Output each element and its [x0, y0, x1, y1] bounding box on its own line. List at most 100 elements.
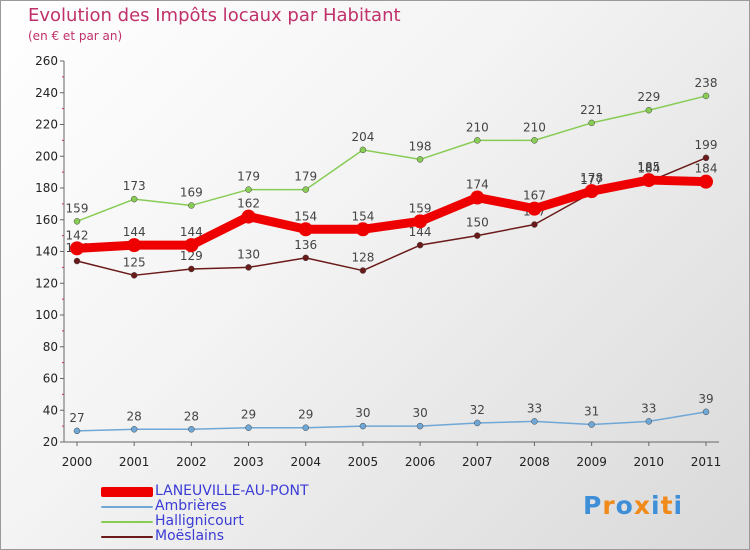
data-point — [527, 201, 542, 216]
data-label: 167 — [523, 189, 546, 203]
data-label: 162 — [237, 197, 260, 211]
data-point — [645, 106, 653, 114]
x-tick-label: 2005 — [348, 455, 379, 469]
data-point — [531, 221, 538, 228]
data-point — [130, 272, 138, 279]
data-point — [584, 184, 599, 199]
logo-letter: o — [615, 491, 634, 520]
data-point — [73, 218, 81, 225]
data-label: 238 — [695, 76, 718, 90]
data-point — [359, 146, 367, 154]
data-label: 144 — [409, 225, 432, 239]
y-tick-label: 20 — [43, 435, 58, 449]
data-point — [245, 186, 252, 193]
data-point — [73, 257, 81, 265]
data-point — [302, 186, 309, 193]
data-label: 177 — [580, 173, 603, 187]
data-point — [474, 419, 481, 427]
data-label: 210 — [523, 120, 546, 134]
y-tick-label: 140 — [35, 245, 58, 259]
data-label: 210 — [466, 120, 489, 134]
data-label: 144 — [180, 225, 203, 239]
legend-swatch — [101, 506, 153, 508]
logo-letter: P — [583, 491, 603, 520]
data-label: 125 — [123, 255, 146, 269]
data-label: 198 — [409, 139, 432, 153]
data-point — [474, 137, 481, 144]
data-label: 27 — [69, 411, 84, 425]
x-tick-label: 2009 — [576, 455, 607, 469]
data-point — [245, 264, 252, 271]
data-point — [245, 424, 252, 431]
data-label: 29 — [298, 408, 313, 422]
data-label: 142 — [66, 228, 89, 242]
logo-letter: i — [651, 491, 661, 520]
x-tick-label: 2004 — [290, 455, 321, 469]
data-point — [302, 254, 309, 262]
data-label: 28 — [127, 409, 142, 423]
y-tick-label: 100 — [35, 308, 58, 322]
data-point — [416, 241, 424, 249]
x-tick-label: 2007 — [462, 455, 493, 469]
logo-letter: x — [633, 491, 651, 520]
data-label: 129 — [180, 249, 203, 263]
data-label: 136 — [294, 238, 317, 252]
data-label: 31 — [584, 405, 599, 419]
data-point — [645, 418, 653, 425]
data-label: 229 — [637, 90, 660, 104]
data-point — [130, 426, 138, 433]
data-label: 174 — [466, 178, 489, 192]
x-tick-label: 2008 — [519, 455, 550, 469]
data-label: 199 — [695, 138, 718, 152]
data-label: 30 — [355, 406, 370, 420]
legend-label: Moëslains — [155, 528, 225, 544]
data-label: 185 — [637, 160, 660, 174]
y-tick-label: 40 — [43, 403, 58, 417]
legend-swatch — [101, 521, 153, 523]
x-tick-label: 2001 — [119, 455, 150, 469]
x-tick-label: 2006 — [405, 455, 436, 469]
series-line — [76, 157, 707, 277]
data-point — [355, 222, 370, 237]
y-tick-label: 260 — [35, 54, 58, 68]
data-point — [188, 202, 195, 209]
data-point — [474, 232, 481, 239]
data-label: 28 — [184, 409, 199, 423]
data-label: 154 — [294, 209, 317, 223]
data-point — [130, 195, 138, 203]
data-point — [188, 265, 195, 273]
data-point — [359, 267, 367, 274]
y-tick-label: 80 — [43, 340, 58, 354]
data-label: 30 — [412, 406, 427, 420]
data-point — [470, 190, 485, 205]
data-label: 184 — [637, 162, 660, 176]
data-label: 33 — [641, 401, 656, 415]
data-label: 159 — [66, 201, 89, 215]
proxiti-logo: Proxiti — [583, 491, 683, 520]
legend-label: Ambrières — [155, 498, 227, 514]
data-point — [188, 426, 195, 433]
data-label: 128 — [351, 251, 374, 265]
y-tick-label: 180 — [35, 181, 58, 195]
legend-label: LANEUVILLE-AU-PONT — [155, 483, 309, 499]
x-tick-label: 2010 — [634, 455, 665, 469]
data-point — [73, 427, 81, 435]
data-label: 33 — [527, 401, 542, 415]
data-point — [588, 119, 595, 127]
data-point — [702, 92, 710, 100]
y-tick-label: 220 — [35, 118, 58, 132]
y-tick-label: 200 — [35, 149, 58, 163]
data-label: 179 — [294, 170, 317, 184]
x-tick-label: 2003 — [233, 455, 264, 469]
x-tick-label: 2000 — [62, 455, 93, 469]
logo-letter: r — [602, 491, 616, 520]
legend-swatch — [101, 487, 153, 497]
data-point — [416, 156, 424, 163]
y-tick-label: 240 — [35, 86, 58, 100]
data-label: 169 — [180, 185, 203, 199]
y-tick-label: 160 — [35, 213, 58, 227]
logo-letter: t — [660, 491, 674, 520]
data-label: 159 — [409, 201, 432, 215]
data-point — [588, 421, 595, 428]
